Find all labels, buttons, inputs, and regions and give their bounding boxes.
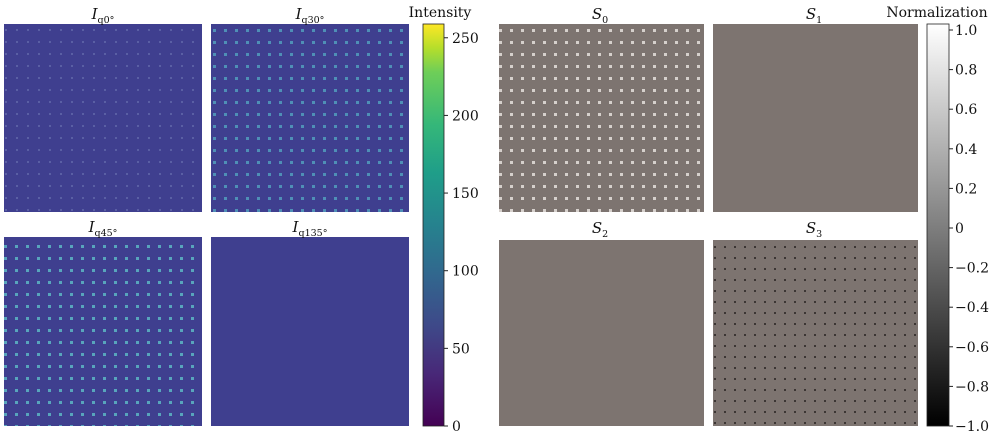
intensity-tick-label: 150 — [452, 186, 479, 202]
panel-iq135: Iq135° — [211, 218, 409, 426]
normalization-tick-label: −0.4 — [955, 300, 989, 316]
normalization-tick-label: −1.0 — [955, 419, 989, 434]
normalization-tick-label: −0.6 — [955, 340, 989, 356]
intensity-tick-label: 250 — [452, 31, 479, 47]
panel-title-s0: S0 — [592, 5, 608, 26]
colorbar-intensity-label: Intensity — [409, 5, 472, 21]
colorbar-intensity-ticks: 0 50 100 150 200 250 — [444, 31, 479, 434]
panel-s1: S1 — [713, 5, 918, 212]
normalization-tick-label: 1.0 — [955, 23, 977, 39]
panel-iq0: Iq0° — [4, 5, 202, 212]
intensity-tick-label: 50 — [452, 341, 470, 357]
normalization-tick-label: −0.8 — [955, 379, 989, 395]
normalization-tick-label: 0.4 — [955, 142, 977, 158]
colorbar-intensity: Intensity 0 50 100 150 200 250 — [409, 5, 479, 434]
intensity-tick-label: 100 — [452, 264, 479, 280]
panel-s2: S2 — [499, 219, 704, 426]
intensity-tick-label: 200 — [452, 108, 479, 124]
panel-title-iq30: Iq30° — [295, 5, 325, 26]
normalization-tick-label: −0.2 — [955, 261, 989, 277]
panel-title-iq135: Iq135° — [292, 218, 328, 239]
normalization-tick-label: 0 — [955, 221, 964, 237]
colorbar-normalization-ticks: −1.0 −0.8 −0.6 −0.4 −0.2 0 0.2 0.4 0.6 0.8 1.0 — [949, 23, 989, 434]
panel-s3: S3 — [713, 219, 918, 426]
panel-title-iq45: Iq45° — [88, 218, 118, 239]
normalization-tick-label: 0.2 — [955, 181, 977, 197]
intensity-tick-label: 0 — [452, 419, 461, 434]
panel-iq45: Iq45° — [4, 218, 202, 426]
panel-title-s3: S3 — [806, 219, 822, 240]
panel-title-s1: S1 — [806, 5, 822, 26]
colorbar-normalization: Normalization −1.0 −0.8 −0.6 −0.4 −0.2 0 0.2 0.… — [886, 5, 989, 434]
colorbar-normalization-label: Normalization — [886, 5, 987, 21]
panel-s0: S0 — [499, 5, 704, 212]
panel-title-iq0: Iq0° — [91, 5, 115, 26]
panel-title-s2: S2 — [592, 219, 608, 240]
panel-iq30: Iq30° — [211, 5, 409, 212]
normalization-tick-label: 0.8 — [955, 63, 977, 79]
normalization-tick-label: 0.6 — [955, 102, 977, 118]
